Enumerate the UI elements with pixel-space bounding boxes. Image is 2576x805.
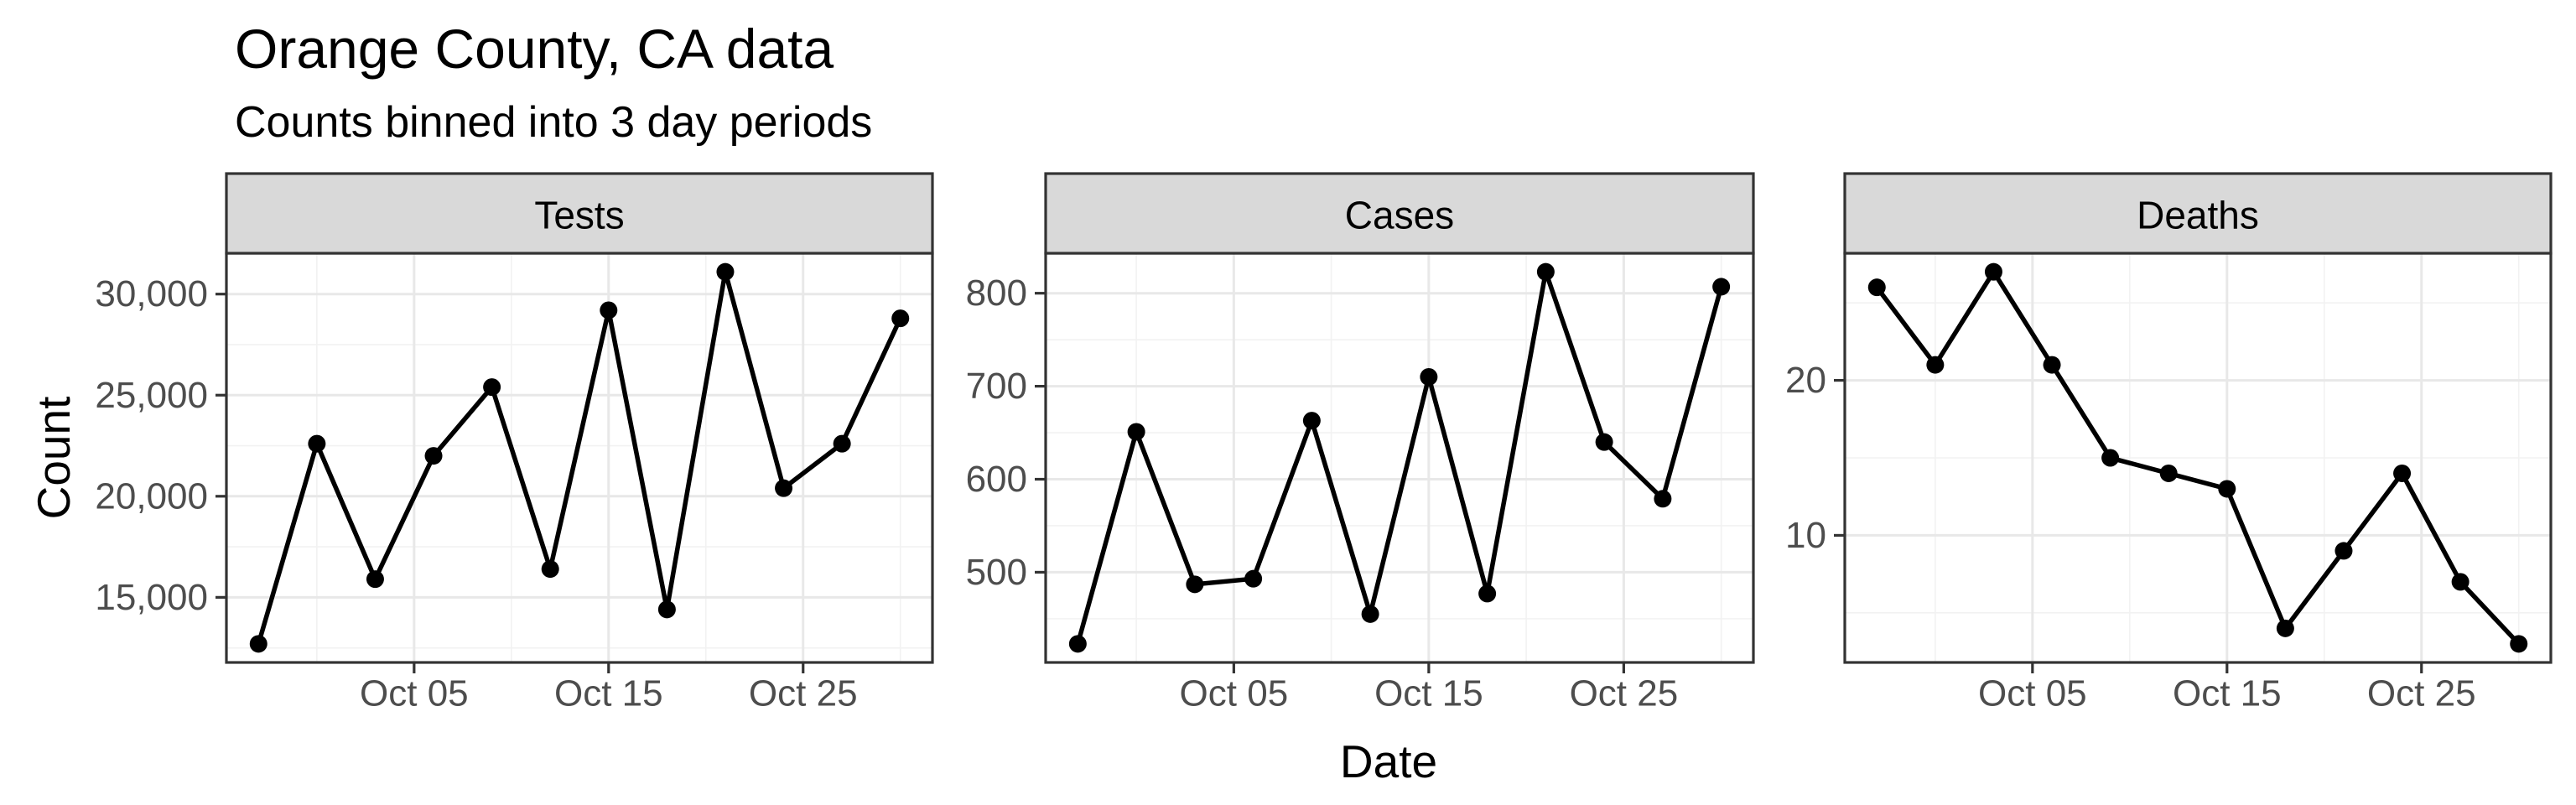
panel-tests: Tests 15,000 20,000 25,000 30,000 Oct 05 Oct 1… <box>95 172 934 714</box>
data-point <box>1068 635 1087 653</box>
data-point <box>366 570 384 589</box>
y-tick-label: 20 <box>1785 360 1826 401</box>
y-tick-label: 500 <box>966 552 1027 593</box>
panel-background <box>226 253 932 662</box>
data-point <box>775 479 793 497</box>
grid-major <box>1046 253 1753 662</box>
data-point <box>716 262 735 281</box>
panel-cases: Cases 500 600 700 800 Oct 05 Oct 15 Oct 25 <box>966 172 1755 714</box>
x-tick-label: Oct 05 <box>1978 673 2087 714</box>
strip-label-deaths: Deaths <box>2137 194 2259 237</box>
x-tick-label: Oct 05 <box>1180 673 1289 714</box>
panel-deaths: Deaths 10 20 Oct 05 Oct 15 Oct 25 <box>1785 172 2553 714</box>
data-point <box>2276 619 2294 637</box>
data-point <box>2043 356 2061 374</box>
x-tick-label: Oct 25 <box>1570 673 1679 714</box>
data-point <box>2101 449 2120 467</box>
series-line-cases <box>1075 262 1724 645</box>
grid-minor <box>1845 253 2551 662</box>
facet-strip <box>225 172 934 255</box>
series-line-deaths <box>1875 267 2521 646</box>
x-axis-title: Date <box>1340 735 1437 787</box>
x-tick-label: Oct 15 <box>2173 673 2282 714</box>
data-point <box>1654 490 1672 508</box>
y-axis-title: Count <box>28 397 80 520</box>
data-point <box>1361 605 1379 623</box>
chart-subtitle: Counts binned into 3 day periods <box>235 98 873 147</box>
data-point <box>2510 635 2528 653</box>
data-point <box>1478 584 1497 603</box>
data-point <box>1595 433 1613 451</box>
data-point <box>1186 575 1204 594</box>
data-point <box>833 434 851 453</box>
data-point <box>308 434 326 453</box>
data-point <box>657 600 676 619</box>
strip-label-tests: Tests <box>534 194 624 237</box>
data-point <box>541 560 559 579</box>
data-point <box>1536 262 1555 281</box>
facet-strip <box>1843 172 2553 255</box>
data-point <box>1867 278 1886 297</box>
data-point <box>1127 423 1145 441</box>
data-point <box>1420 368 1438 387</box>
y-tick-label: 10 <box>1785 515 1826 556</box>
series-line-tests <box>256 271 903 645</box>
grid-major <box>226 253 932 662</box>
facet-strip <box>1044 172 1755 255</box>
data-point <box>1926 356 1945 374</box>
strip-label-cases: Cases <box>1345 194 1454 237</box>
data-point <box>1302 412 1321 430</box>
data-point <box>600 301 618 319</box>
data-point <box>2393 464 2412 482</box>
data-point <box>1984 262 2002 281</box>
y-tick-label: 20,000 <box>95 475 208 517</box>
data-point <box>1712 278 1731 296</box>
grid-minor <box>1046 253 1753 662</box>
y-tick-label: 25,000 <box>95 375 208 416</box>
y-tick-label: 800 <box>966 273 1027 314</box>
x-tick-label: Oct 25 <box>2367 673 2476 714</box>
data-point <box>424 447 443 465</box>
data-point <box>891 309 910 328</box>
x-tick-label: Oct 15 <box>1374 673 1483 714</box>
data-point <box>483 378 501 397</box>
data-point <box>2451 573 2470 591</box>
data-point <box>1244 569 1263 588</box>
x-tick-label: Oct 25 <box>749 673 858 714</box>
data-point <box>2218 480 2236 498</box>
y-tick-label: 30,000 <box>95 273 208 314</box>
x-tick-label: Oct 05 <box>360 673 469 714</box>
data-point <box>2159 464 2178 482</box>
y-tick-label: 600 <box>966 459 1027 500</box>
y-tick-label: 700 <box>966 366 1027 407</box>
y-tick-label: 15,000 <box>95 577 208 618</box>
data-point <box>2334 542 2353 560</box>
data-point <box>249 635 267 653</box>
chart-title: Orange County, CA data <box>235 18 834 80</box>
x-tick-label: Oct 15 <box>554 673 663 714</box>
panel-background <box>1046 253 1753 662</box>
